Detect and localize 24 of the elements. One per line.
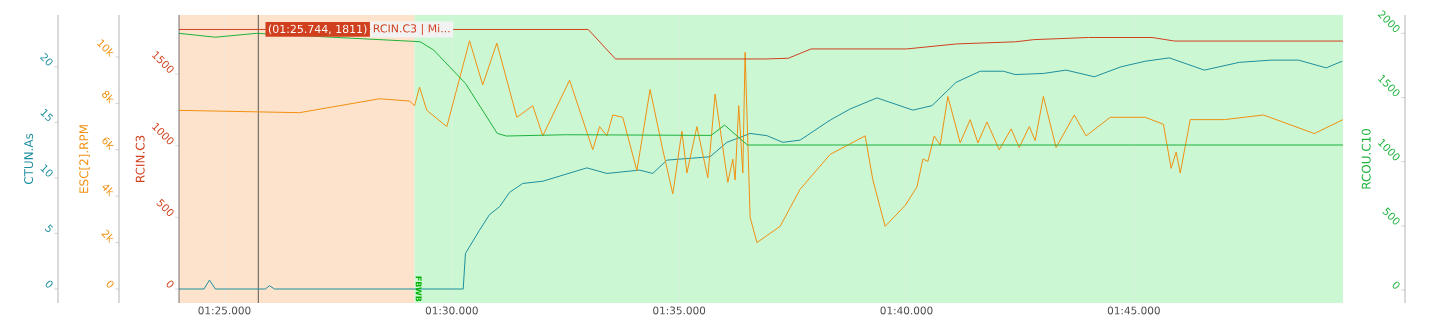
annotation: RCIN.C3 | Mi...: [373, 23, 450, 35]
y-tick-label: 500: [156, 198, 174, 216]
y-tick-label: 10: [40, 164, 53, 177]
y3-tick-label: 4k: [102, 184, 114, 197]
x-tick-label: 01:40.000: [880, 306, 933, 315]
y3-axis-title: ESC[2].RPM: [79, 125, 90, 193]
x-tick-label: 01:25.000: [198, 306, 251, 315]
y-tick-label: 5: [44, 224, 54, 233]
y-axis-title: RCIN.C3: [135, 135, 145, 182]
x-tick-label: 01:45.000: [1107, 306, 1160, 315]
y2-axis-title: RCOU.C10: [1361, 129, 1371, 189]
y3-tick-label: 8k: [102, 90, 114, 104]
y-tick-label: 20: [39, 53, 53, 66]
y-tick-label: 0: [45, 280, 53, 288]
y-tick-label: 15: [40, 108, 54, 121]
x-tick-label: 01:35.000: [653, 306, 706, 315]
y3-tick-label: 6k: [102, 137, 114, 151]
y2-tick-label: 0: [1392, 281, 1400, 289]
y-axis-title: CTUN.As: [24, 133, 34, 185]
annotation: (01:25.744, 1811): [268, 24, 367, 35]
x-tick-label: 01:30.000: [425, 306, 478, 315]
y-tick-label: 0: [166, 280, 174, 288]
y3-tick-label: 2k: [101, 229, 114, 243]
y3-tick-label: 0: [106, 280, 114, 288]
